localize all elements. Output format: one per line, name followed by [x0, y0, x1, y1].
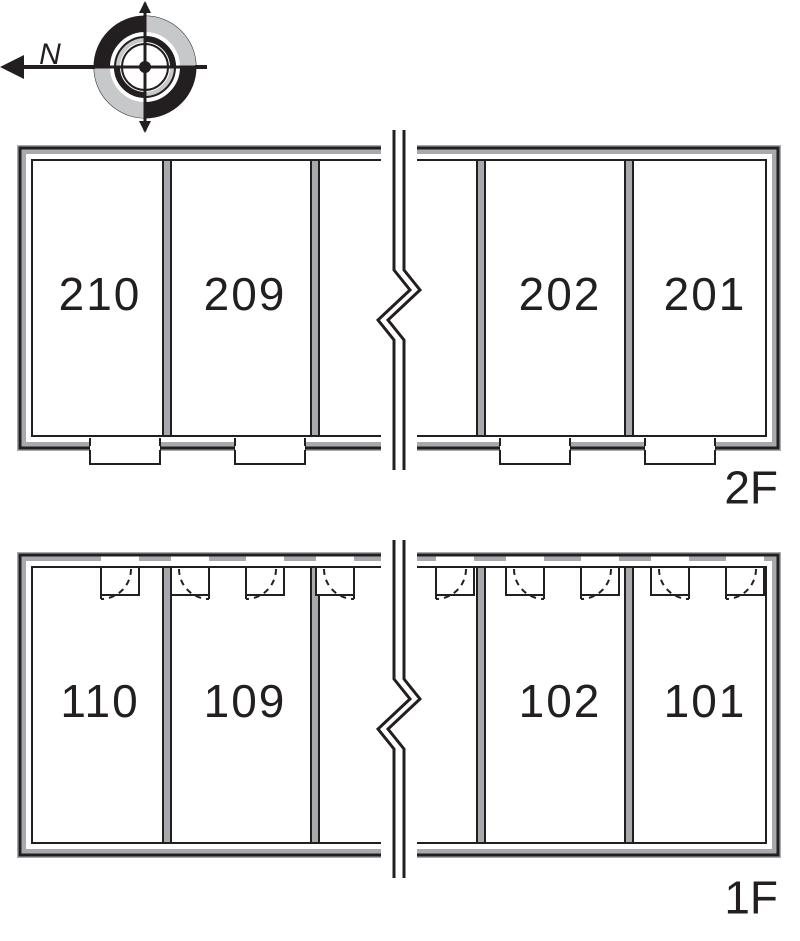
room-label-201: 201 — [664, 268, 747, 320]
room-label-202: 202 — [519, 268, 602, 320]
floor-label-2F: 2F — [724, 462, 778, 514]
compass: N — [0, 1, 207, 133]
room-label-110: 110 — [60, 675, 139, 727]
floorplan-diagram: N 210 209 202 201 2F 110 109 102 101 1F — [0, 0, 800, 941]
floor-label-1F: 1F — [724, 872, 778, 924]
room-label-210: 210 — [59, 268, 142, 320]
break-line — [378, 130, 420, 470]
compass-label: N — [39, 38, 61, 71]
room-label-101: 101 — [664, 675, 747, 727]
room-label-209: 209 — [204, 268, 287, 320]
room-label-102: 102 — [519, 675, 602, 727]
break-line — [378, 540, 420, 878]
room-label-109: 109 — [204, 675, 287, 727]
